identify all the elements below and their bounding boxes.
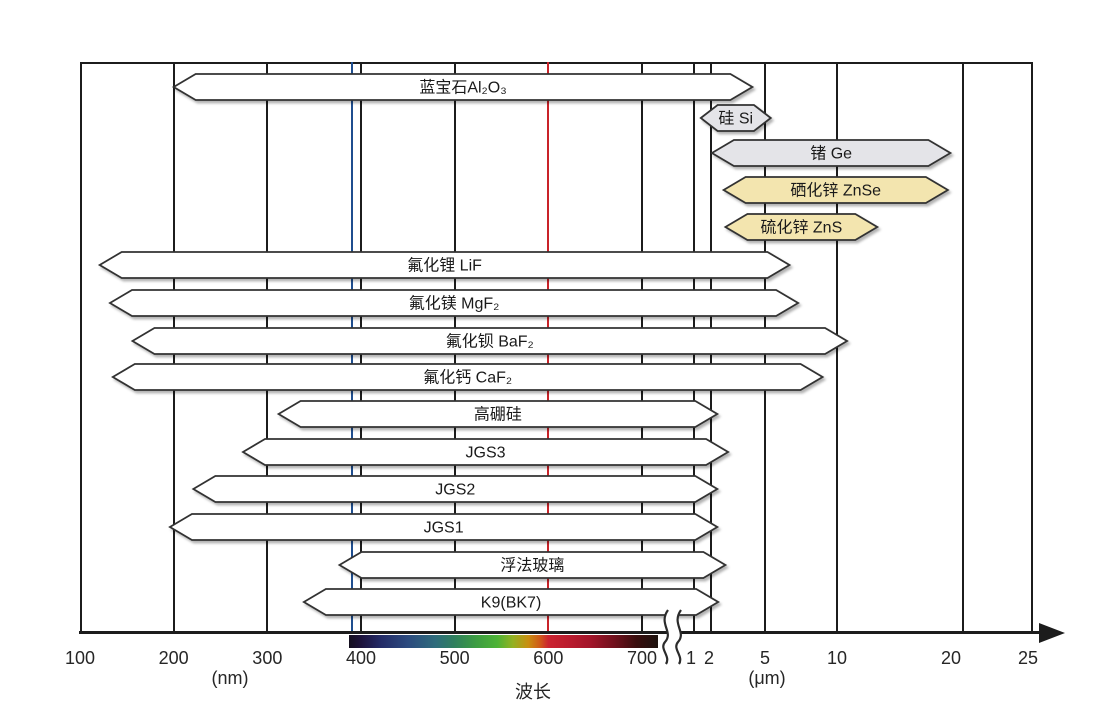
visible-spectrum-bar — [349, 635, 658, 648]
plot-border — [80, 62, 1033, 632]
material-label: 硅 Si — [718, 110, 753, 128]
um-unit-label: (μm) — [748, 668, 786, 688]
x-tick-label: 2 — [703, 648, 715, 668]
material-label: JGS2 — [435, 482, 475, 499]
material-label: JGS3 — [466, 445, 506, 462]
x-tick-label: 400 — [345, 648, 377, 668]
axis-break-icon — [662, 608, 682, 666]
x-tick-label: 1 — [685, 648, 697, 668]
material-bar: 氟化钙 CaF₂ — [111, 363, 825, 391]
material-label: 高硼硅 — [474, 406, 522, 424]
material-bar: 浮法玻璃 — [337, 551, 728, 579]
material-label: 硒化锌 ZnSe — [790, 182, 881, 200]
material-bar: 硒化锌 ZnSe — [721, 176, 950, 204]
material-label: JGS1 — [424, 520, 464, 537]
material-bar: JGS2 — [191, 475, 720, 503]
x-tick-label: 700 — [626, 648, 658, 668]
material-label: 氟化钡 BaF₂ — [446, 333, 534, 351]
nm-unit-label: (nm) — [211, 668, 249, 688]
material-bar: 硫化锌 ZnS — [723, 213, 880, 241]
x-tick-label: 200 — [158, 648, 189, 668]
x-tick-label: 100 — [64, 648, 96, 668]
material-bar: 氟化钡 BaF₂ — [130, 327, 849, 355]
axis-arrow-icon — [1039, 623, 1065, 643]
material-bar: 硅 Si — [699, 104, 773, 132]
material-bar: 氟化镁 MgF₂ — [108, 289, 800, 317]
x-tick-label: 25 — [1017, 648, 1039, 668]
material-label: 浮法玻璃 — [500, 557, 564, 575]
x-axis-line — [79, 631, 1041, 634]
material-bar: 高硼硅 — [276, 400, 720, 428]
material-label: K9(BK7) — [481, 595, 541, 612]
x-tick-label: 20 — [940, 648, 962, 668]
material-bar: 氟化锂 LiF — [97, 251, 792, 279]
material-label: 氟化钙 CaF₂ — [423, 369, 512, 387]
material-bar: K9(BK7) — [302, 588, 720, 616]
x-tick-label: 300 — [252, 648, 283, 668]
material-bar: 锗 Ge — [710, 139, 953, 167]
material-label: 氟化镁 MgF₂ — [409, 295, 500, 313]
x-tick-label: 5 — [759, 648, 771, 668]
material-bar: 蓝宝石Al₂O₃ — [171, 73, 755, 101]
material-label: 氟化锂 LiF — [407, 257, 482, 275]
material-bar: JGS1 — [168, 513, 720, 541]
material-label: 锗 Ge — [810, 145, 852, 163]
x-axis-title: 波长 — [515, 682, 551, 702]
x-tick-label: 500 — [439, 648, 470, 668]
gridline — [962, 62, 964, 632]
material-label: 蓝宝石Al₂O₃ — [419, 79, 506, 97]
material-label: 硫化锌 ZnS — [760, 219, 842, 237]
material-bar: JGS3 — [241, 438, 730, 466]
x-tick-label: 600 — [533, 648, 564, 668]
x-tick-label: 10 — [826, 648, 848, 668]
